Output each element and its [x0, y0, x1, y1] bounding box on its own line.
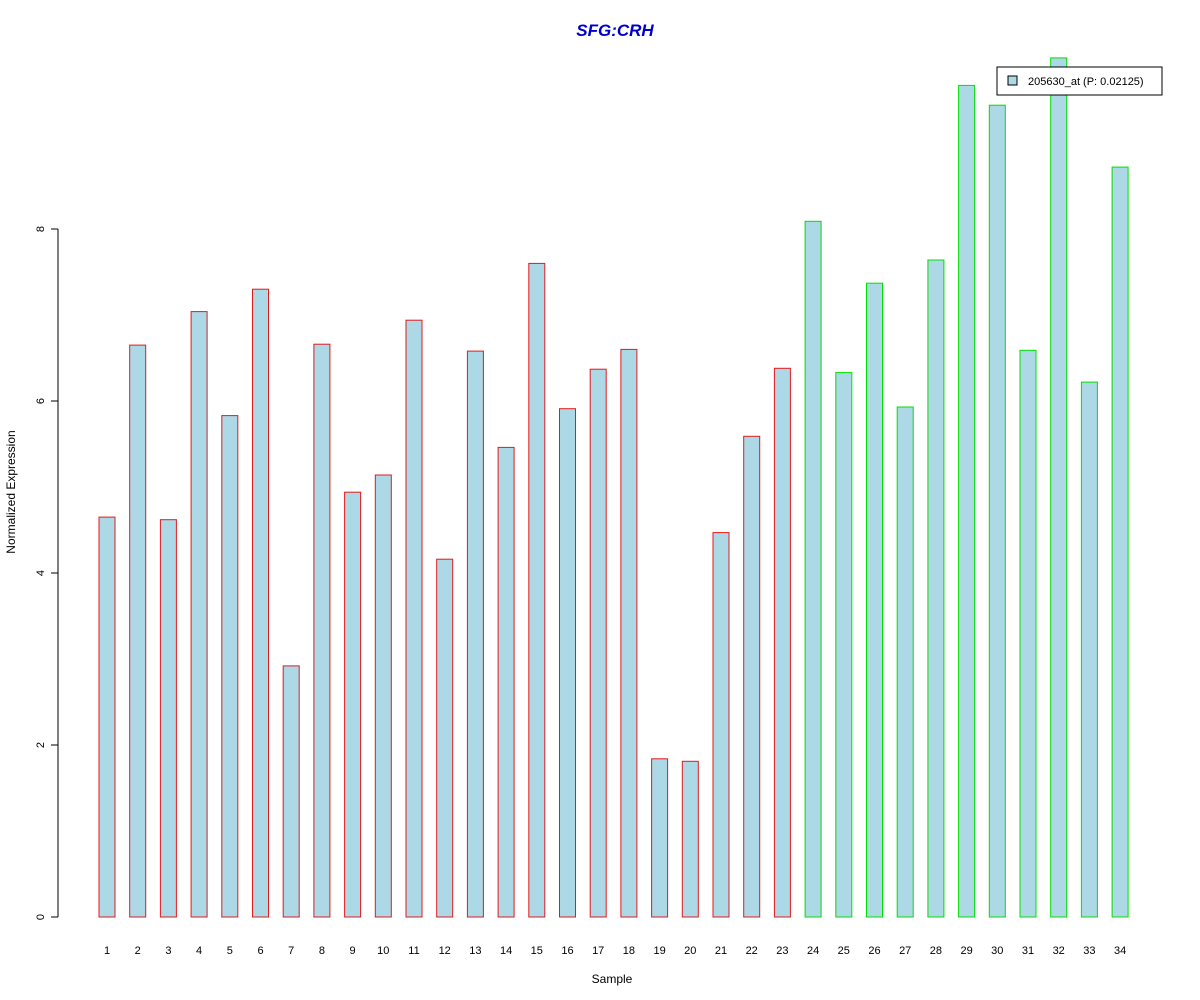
bar: [282, 665, 300, 918]
bar: [958, 84, 976, 918]
bar: [252, 288, 269, 918]
x-tick-label: 31: [1022, 945, 1034, 957]
x-tick-label: 29: [960, 945, 972, 957]
bar: [589, 368, 607, 918]
chart-title: SFG:CRH: [576, 21, 654, 40]
x-tick-label: 1: [104, 945, 110, 957]
x-tick-label: 5: [227, 945, 233, 957]
y-axis: 0 2 4 6 8: [35, 226, 59, 920]
bar: [190, 311, 208, 918]
x-tick-label: 13: [469, 945, 481, 957]
y-tick-label: 4: [35, 570, 47, 576]
bar: [681, 760, 699, 918]
x-tick-label: 18: [623, 945, 635, 957]
x-tick-label: 32: [1053, 945, 1065, 957]
x-tick-label: 10: [377, 945, 389, 957]
x-axis: 1 2 3 4 5 6 7 8 9 10 11 12 13 14 15 16 17 18 19 20 21 22 23 24 2…: [104, 945, 1126, 957]
x-tick-label: 20: [684, 945, 696, 957]
bar: [129, 344, 147, 918]
x-tick-label: 9: [350, 945, 356, 957]
legend-swatch: [1007, 75, 1018, 86]
x-tick-label: 17: [592, 945, 604, 957]
x-tick-label: 33: [1083, 945, 1095, 957]
x-tick-label: 30: [991, 945, 1003, 957]
x-tick-label: 25: [838, 945, 850, 957]
bar: [159, 519, 177, 918]
x-tick-label: 34: [1114, 945, 1126, 957]
x-tick-label: 4: [196, 945, 202, 957]
bar: [405, 319, 423, 918]
x-tick-label: 6: [257, 945, 263, 957]
x-tick-label: 7: [288, 945, 294, 957]
y-tick-label: 6: [35, 398, 47, 404]
bar: [773, 367, 791, 918]
x-tick-label: 19: [653, 945, 665, 957]
y-tick-label: 0: [35, 914, 47, 920]
bar: [835, 372, 853, 918]
bar-series: [98, 57, 1129, 918]
y-tick-label: 2: [35, 742, 47, 748]
bar: [98, 516, 116, 918]
bar: [1050, 57, 1068, 918]
y-axis-label: Normalized Expression: [4, 430, 18, 553]
x-tick-label: 15: [531, 945, 543, 957]
x-tick-label: 16: [561, 945, 573, 957]
bar: [344, 491, 362, 918]
bar: [1019, 349, 1037, 918]
x-tick-label: 3: [165, 945, 171, 957]
bar: [221, 415, 239, 918]
bar: [528, 262, 546, 918]
bar: [866, 282, 883, 918]
bar: [1111, 166, 1129, 918]
bar: [988, 104, 1006, 918]
x-tick-label: 23: [776, 945, 788, 957]
bar: [436, 558, 454, 918]
x-tick-label: 21: [715, 945, 727, 957]
x-tick-label: 22: [746, 945, 758, 957]
x-tick-label: 2: [135, 945, 141, 957]
legend-box: [996, 66, 1163, 96]
x-tick-label: 27: [899, 945, 911, 957]
bar: [313, 343, 331, 918]
x-tick-label: 14: [500, 945, 512, 957]
x-axis-label: Sample: [592, 972, 633, 986]
bar: [804, 220, 822, 918]
bar: [497, 446, 515, 918]
y-tick-label: 8: [35, 226, 47, 232]
bar: [1080, 381, 1098, 918]
bar: [374, 474, 392, 918]
bar: [620, 348, 638, 918]
x-tick-label: 11: [408, 945, 419, 957]
bar: [559, 408, 576, 918]
bar: [927, 259, 945, 918]
x-tick-label: 28: [930, 945, 942, 957]
bar: [651, 758, 669, 918]
bar: [743, 435, 761, 918]
x-tick-label: 8: [319, 945, 325, 957]
x-tick-label: 26: [868, 945, 880, 957]
legend-label: 205630_at (P: 0.02125): [1028, 76, 1144, 88]
legend: 205630_at (P: 0.02125): [996, 66, 1163, 96]
bar: [712, 532, 730, 918]
bar: [896, 406, 914, 918]
bar: [466, 350, 484, 918]
x-tick-label: 24: [807, 945, 819, 957]
x-tick-label: 12: [439, 945, 451, 957]
